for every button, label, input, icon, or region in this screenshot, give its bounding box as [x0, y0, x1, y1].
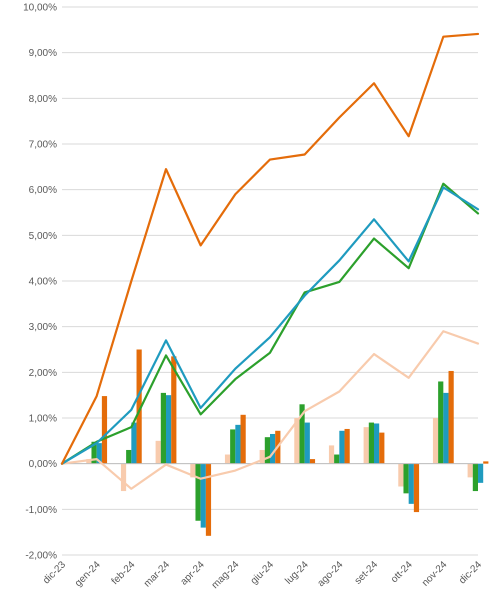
x-tick-label-apr-24: apr-24	[179, 559, 208, 588]
x-tick-label-feb-24: feb-24	[110, 559, 138, 587]
bar-s1-ago-24	[334, 454, 340, 464]
y-tick-label-3: 1,00%	[29, 414, 57, 425]
bar-s3-nov-24	[448, 370, 454, 464]
bar-s0-apr-24	[190, 463, 196, 478]
y-tick-label-10: 8,00%	[29, 94, 57, 105]
x-tick-label-mag-24: mag-24	[210, 559, 242, 591]
bar-s3-set-24	[379, 432, 385, 464]
bar-s2-ott-24	[408, 463, 414, 504]
x-tick-label-gen-24: gen-24	[73, 559, 103, 589]
y-tick-label-9: 7,00%	[29, 140, 57, 151]
bar-s0-giu-24	[259, 449, 265, 464]
bar-s3-gen-24	[101, 396, 108, 464]
x-tick-label-dic-23: dic-23	[41, 559, 68, 586]
line-series-group	[60, 32, 480, 490]
bar-s0-gen-24	[86, 459, 92, 464]
y-tick-label-11: 9,00%	[29, 48, 57, 59]
bar-s3-dic-24	[483, 461, 489, 464]
y-tick-label-7: 5,00%	[29, 231, 57, 242]
bar-s2-set-24	[374, 423, 380, 464]
bar-s2-feb-24	[131, 422, 137, 464]
bar-s3-mar-24	[171, 356, 177, 464]
x-tick-label-lug-24: lug-24	[283, 559, 311, 587]
bar-s0-ott-24	[398, 463, 404, 487]
y-tick-label-5: 3,00%	[29, 322, 57, 333]
x-tick-label-ago-24: ago-24	[316, 559, 346, 589]
bar-s3-lug-24	[309, 459, 316, 464]
bar-s0-lug-24	[294, 418, 300, 464]
y-tick-label-6: 4,00%	[29, 277, 57, 288]
line-series-0	[60, 330, 480, 490]
bar-series-1	[91, 381, 478, 521]
bar-s2-mar-24	[166, 395, 172, 464]
x-tick-label-giu-24: giu-24	[249, 559, 277, 587]
bar-s2-mag-24	[235, 424, 241, 464]
bar-series-2	[96, 392, 484, 528]
bar-series-0	[86, 418, 473, 492]
bar-s1-apr-24	[195, 463, 201, 521]
x-tick-label-dic-24: dic-24	[457, 559, 484, 586]
y-tick-label-4: 2,00%	[29, 368, 57, 379]
bar-s1-nov-24	[438, 381, 444, 464]
bar-s0-ago-24	[328, 445, 335, 464]
bar-s3-ott-24	[413, 463, 420, 513]
line-series-3	[60, 32, 480, 465]
y-tick-label-1: -1,00%	[25, 505, 57, 516]
bar-s2-apr-24	[200, 463, 206, 528]
bar-s1-mar-24	[160, 392, 166, 464]
bar-s3-feb-24	[136, 349, 142, 464]
y-tick-label-2: 0,00%	[29, 459, 57, 470]
y-axis-tick-labels: -2,00% -1,00% 0,00% 1,00% 2,00% 3,00% 4,00% 5,0…	[23, 3, 57, 562]
bar-s2-nov-24	[443, 392, 449, 464]
x-tick-label-ott-24: ott-24	[389, 559, 415, 585]
bar-s2-giu-24	[270, 433, 276, 464]
bar-s2-lug-24	[304, 422, 310, 464]
bar-s0-mar-24	[155, 440, 161, 464]
bar-s3-mag-24	[240, 414, 246, 464]
x-axis-tick-labels: dic-23 gen-24 feb-24 mar-24 apr-24 mag-24 giu-…	[41, 559, 484, 591]
y-tick-label-0: -2,00%	[25, 551, 57, 562]
bar-s0-mag-24	[224, 454, 231, 464]
bar-s2-gen-24	[96, 443, 102, 464]
bar-s2-dic-24	[478, 463, 484, 483]
x-tick-label-mar-24: mar-24	[142, 559, 172, 589]
bar-s1-mag-24	[230, 429, 236, 464]
bar-s1-lug-24	[299, 404, 305, 464]
bar-s0-set-24	[363, 427, 369, 464]
bar-s0-nov-24	[432, 418, 439, 464]
bar-s3-ago-24	[344, 428, 350, 464]
bar-series-group	[86, 349, 489, 536]
bar-s0-feb-24	[120, 463, 127, 492]
y-tick-label-8: 6,00%	[29, 185, 57, 196]
bar-s1-feb-24	[126, 449, 132, 464]
bar-s3-apr-24	[205, 463, 212, 536]
x-tick-label-nov-24: nov-24	[420, 559, 450, 589]
y-tick-label-12: 10,00%	[23, 3, 57, 14]
line-series-1	[60, 182, 480, 465]
bar-s1-dic-24	[472, 463, 478, 492]
bar-s2-ago-24	[339, 430, 345, 464]
bar-s1-set-24	[368, 422, 374, 464]
line-series-2	[60, 186, 480, 465]
bar-s1-giu-24	[264, 437, 270, 464]
bar-s1-gen-24	[91, 441, 97, 464]
bar-s0-dic-24	[467, 463, 473, 478]
x-tick-label-set-24: set-24	[353, 559, 381, 587]
bar-s1-ott-24	[403, 463, 409, 494]
